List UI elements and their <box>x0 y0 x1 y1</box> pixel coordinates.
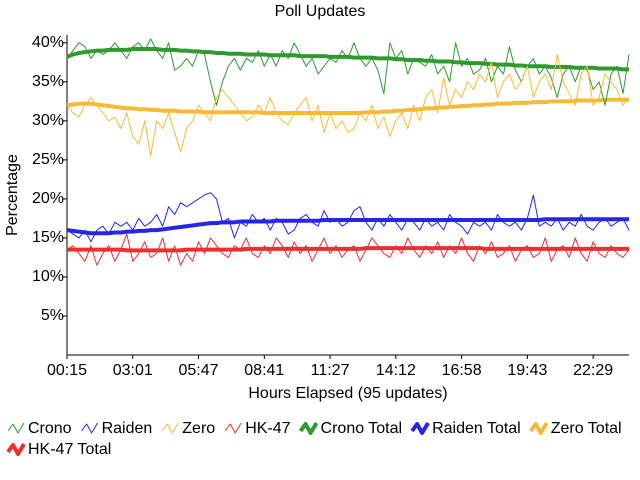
legend-label: Raiden Total <box>432 420 521 437</box>
legend-label: HK-47 <box>245 420 290 437</box>
legend-icon <box>7 422 25 434</box>
legend-label: Crono <box>28 420 72 437</box>
x-tick-label: 05:47 <box>179 362 219 379</box>
legend-label: Zero <box>182 420 215 437</box>
x-tick-label: 00:15 <box>47 362 87 379</box>
x-tick-label: 08:41 <box>244 362 284 379</box>
y-tick-label: 30% <box>32 112 64 129</box>
legend-label: Crono Total <box>321 420 403 437</box>
x-tick-label: 22:29 <box>573 362 613 379</box>
series-line <box>67 246 629 253</box>
legend-icon <box>81 422 99 434</box>
series-line <box>66 233 630 266</box>
x-tick-label: 14:12 <box>376 362 416 379</box>
y-axis-label: Percentage <box>4 154 21 236</box>
legend-label: Zero Total <box>551 420 622 437</box>
x-tick-label: 19:43 <box>507 362 547 379</box>
series-line <box>66 47 629 72</box>
series-line <box>66 38 630 106</box>
y-tick-label: 10% <box>32 268 64 285</box>
legend-icon <box>161 422 179 434</box>
x-tick-label: 16:58 <box>442 362 482 379</box>
legend-label: Raiden <box>102 420 153 437</box>
legend-icon <box>529 421 549 435</box>
y-tick-label: 40% <box>32 34 64 51</box>
y-tick-label: 15% <box>32 229 64 246</box>
series-line <box>66 54 630 157</box>
legend-icon <box>6 442 26 456</box>
y-tick-label: 25% <box>32 151 64 168</box>
legend-icon <box>224 422 242 434</box>
chart-title: Poll Updates <box>275 3 366 20</box>
series-line <box>66 217 629 236</box>
x-axis-label: Hours Elapsed (95 updates) <box>248 385 447 402</box>
y-tick-label: 20% <box>32 190 64 207</box>
x-tick-label: 03:01 <box>113 362 153 379</box>
legend-icon <box>298 421 319 435</box>
series-line <box>66 97 629 116</box>
legend-label: HK-47 Total <box>28 441 111 458</box>
series-line <box>66 192 630 243</box>
y-tick-label: 35% <box>32 73 64 90</box>
legend-icon <box>410 421 430 435</box>
y-tick-label: 5% <box>41 307 64 324</box>
x-tick-label: 11:27 <box>311 362 350 379</box>
